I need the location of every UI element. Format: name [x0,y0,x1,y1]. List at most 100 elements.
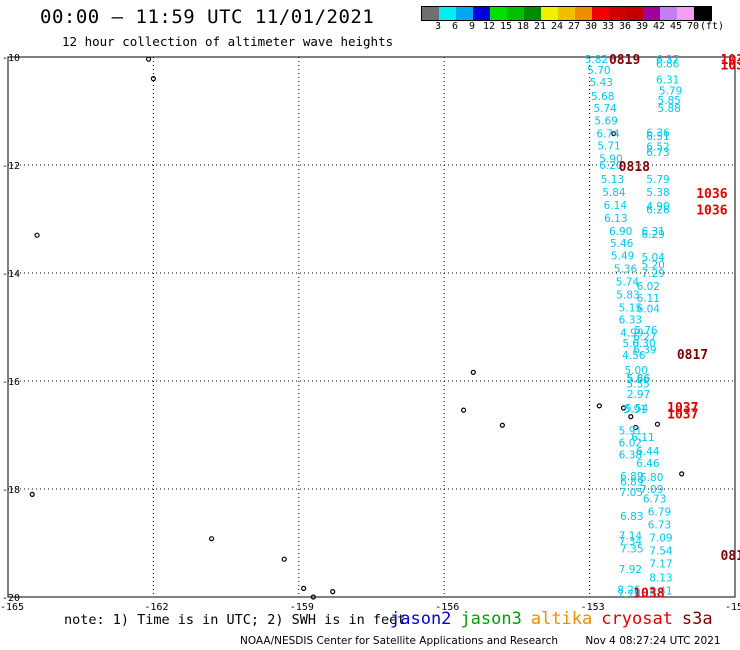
x-tick-label: -165 [0,602,24,613]
swh-observation: 5.20 [641,259,664,271]
color-scale-label: 24 [550,21,564,32]
color-scale-label: 36 [618,21,632,32]
swh-observation: 5.70 [587,65,610,77]
x-tick-label: -150 [725,602,740,613]
pass-time-label: 1036 [696,203,727,218]
legend-cryosat: cryosat [601,609,673,629]
swh-observation: 7.34 [619,536,643,548]
swh-observation: 5.69 [594,116,617,128]
swh-observation: 6.04 [637,304,661,316]
color-swatch-5 [507,7,524,20]
x-tick-label: -153 [581,602,605,613]
pass-time-label: 1035 [720,59,740,74]
swh-observation: 5.55 [626,379,649,391]
pass-time-label: 1037 [667,401,698,416]
swh-observation: 6.90 [609,226,632,238]
swh-observation: 6.20 [599,160,622,172]
island-marker [460,407,467,413]
legend-s3a: s3a [681,609,713,629]
swh-observation: 5.66 [626,373,650,385]
swh-observation: 5.91 [619,426,642,438]
swh-observation: 5.0 [623,338,640,350]
swh-observation: 6.38 [619,449,642,461]
swh-observation: 6.46 [636,458,660,470]
swh-observation: 5.91 [624,404,647,416]
satellite-legend: jason2 jason3 altika cryosat s3a [390,609,722,629]
y-tick-label: -16 [2,377,20,388]
swh-observation: 6.83 [620,511,643,523]
swh-observation: 5.36 [614,264,638,276]
footer-timestamp: Nov 4 08:27:24 UTC 2021 [585,635,721,647]
swh-observation: 5.80 [640,472,663,484]
color-swatch-4 [490,7,507,20]
pass-time-label: 1037 [667,407,698,422]
color-swatch-12 [626,7,643,20]
color-swatch-1 [439,7,456,20]
swh-observation: 6.37 [656,54,679,66]
island-marker [679,471,685,477]
swh-observation: 5.49 [611,251,634,263]
swh-observation: 5.43 [590,77,613,89]
swh-observation: 5.74 [616,277,640,289]
color-scale-label: 12 [482,21,496,32]
island-marker [145,56,152,62]
island-marker [620,405,627,411]
swh-observation: 6.79 [648,507,671,519]
plot-frame [7,56,736,598]
color-swatch-8 [558,7,575,20]
x-tick-label: -162 [144,602,168,613]
swh-observation: 8.26 [617,584,641,596]
swh-observation: 7.14 [619,530,643,542]
footer: NOAA/NESDIS Center for Satellite Applica… [240,635,740,647]
pass-time-label: 0817 [677,348,708,363]
color-scale-label: 6 [451,21,459,32]
y-tick-label: -14 [2,269,20,280]
swh-observation: 6.73 [643,494,666,506]
swh-observation: 6.11 [631,432,654,444]
swh-observation: 7.92 [619,564,642,576]
swh-observation: 4.90 [646,201,669,213]
color-scale-label: 70 [686,21,700,32]
pass-time-label: 0818 [619,160,650,175]
swh-observation: 7.54 [649,546,673,558]
color-swatch-15 [677,7,694,20]
island-marker [628,414,634,420]
pass-time-label: 1036 [696,187,727,202]
swh-observation: 8.13 [649,573,672,585]
color-swatch-13 [643,7,660,20]
y-tick-label: -10 [2,53,20,64]
color-scale-label: 33 [601,21,615,32]
color-swatch-2 [456,7,473,20]
swh-observation: 2.97 [627,389,650,401]
swh-observation: 5.76 [634,325,658,337]
color-scale-label: 9 [468,21,476,32]
swh-observation: 6.11 [637,293,660,305]
swh-observation: 7.35 [620,543,643,555]
swh-observation: 5.74 [593,103,617,115]
color-swatch-10 [592,7,609,20]
swh-observation: 6.31 [641,226,664,238]
swh-observation: 5.68 [591,91,614,103]
swh-observation: 5.00 [624,365,647,377]
island-marker [29,491,35,497]
island-marker [330,588,336,595]
color-scale-label: 18 [516,21,530,32]
swh-observation: 6.86 [656,58,680,70]
swh-observation: 6.89 [620,471,643,483]
swh-observation: 6.02 [637,281,660,293]
color-swatch-9 [575,7,592,20]
swh-observation: 6.31 [656,75,679,87]
color-swatch-7 [541,7,558,20]
x-tick-label: -156 [435,602,459,613]
island-marker [150,75,156,82]
color-swatch-16 [694,7,711,20]
swh-observation: 5.04 [641,252,665,264]
swh-observation: 6.36 [646,128,670,140]
swh-observation: 5.54 [625,403,649,415]
swh-observation: 6.73 [648,520,671,532]
island-marker [470,369,476,375]
swh-observation: 7.29 [641,268,664,280]
swh-observation: 5.46 [610,238,634,250]
y-tick-label: -18 [2,485,20,496]
swh-observation: 7.05 [620,487,643,499]
